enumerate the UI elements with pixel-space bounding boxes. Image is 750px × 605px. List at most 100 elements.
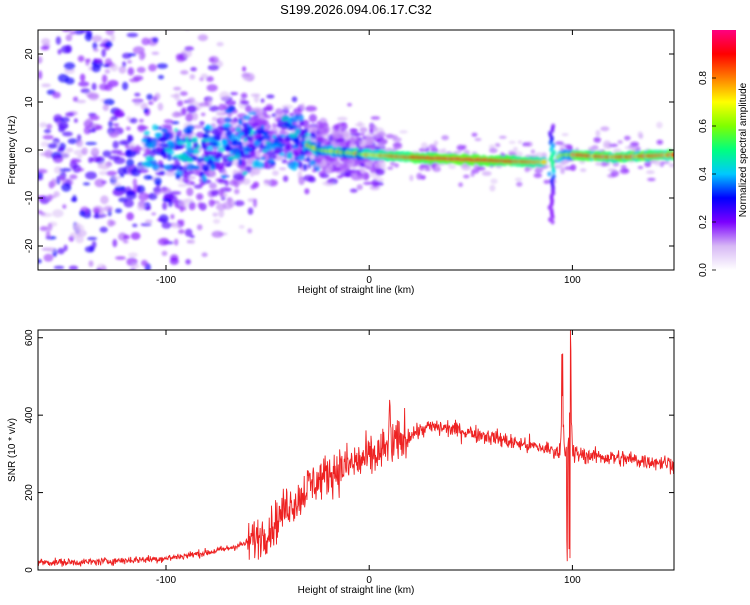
spectrogram-cell (359, 126, 368, 133)
spectrogram-cell (103, 63, 110, 68)
spectrogram-cell (336, 175, 343, 179)
y-tick-label: 400 (24, 406, 35, 423)
spectrogram-cell (525, 141, 533, 147)
spectrogram-cell (357, 175, 365, 181)
spectrogram-cell (431, 162, 436, 170)
spectrogram-cell (369, 168, 376, 173)
spectrogram-cell (184, 228, 193, 237)
spectrogram-cell (70, 197, 78, 202)
spectrogram-cell (191, 136, 198, 143)
spectrogram-cell (234, 200, 245, 207)
spectrogram-cell (138, 51, 145, 61)
spectrogram-cell (164, 147, 173, 153)
spectrogram-cell (279, 134, 287, 138)
spectrogram-cell (551, 142, 556, 148)
spectrogram-cell (48, 5, 52, 14)
spectrogram-cell (101, 48, 106, 58)
spectrogram-cell (620, 164, 627, 170)
spectrogram-cell (387, 166, 394, 170)
spectrogram-cell (136, 66, 146, 73)
spectrogram-cell (278, 167, 287, 171)
spectrogram-cell (256, 137, 265, 143)
spectrogram-cell (128, 252, 138, 258)
spectrogram-cell (305, 105, 317, 112)
spectrogram-cell (208, 199, 215, 207)
spectrogram-cell (204, 124, 213, 131)
spectrogram-cell (153, 177, 162, 185)
spectrogram-cell (83, 126, 91, 135)
chart-title: S199.2026.094.06.17.C32 (280, 2, 432, 17)
spectrogram-cell (409, 174, 414, 182)
spectrogram-cell (319, 173, 330, 179)
spectrogram-cell (140, 223, 152, 227)
spectrogram-cell (65, 44, 72, 54)
spectrogram-cell (127, 135, 134, 143)
spectrogram-cell (202, 174, 207, 182)
spectrogram-cell (308, 114, 317, 123)
spectrogram-cell (94, 290, 100, 293)
spectrogram-cell (42, 134, 54, 140)
spectrogram-cell (181, 14, 190, 19)
spectrogram-cell (448, 164, 457, 170)
spectrogram-cell (234, 188, 240, 195)
spectrogram-cell (142, 272, 153, 279)
spectrogram-cell (226, 131, 232, 136)
spectrogram-cell (113, 109, 125, 118)
spectrogram-cell (229, 92, 239, 96)
spectrogram-cell (69, 174, 78, 180)
spectrogram-cell (347, 102, 352, 107)
spectrogram-cell (418, 165, 425, 171)
spectrogram-cell (646, 170, 655, 175)
spectrogram-cell (41, 38, 51, 45)
spectrogram-cell (112, 239, 118, 248)
spectrogram-cell (45, 230, 51, 240)
spectrogram-cell (148, 63, 157, 72)
spectrogram-cell (617, 140, 623, 144)
spectrogram-cell (209, 141, 219, 147)
spectrogram-cell (153, 186, 162, 196)
spectrogram-cell (547, 171, 552, 177)
colorbar: 0.0 0.2 0.4 0.6 0.8 Normalized spectral ampl… (698, 30, 749, 277)
spectrogram-cell (107, 80, 119, 87)
spectrogram-cell (90, 287, 99, 293)
spectrogram-cell (399, 130, 408, 134)
spectrogram-cell (85, 58, 91, 63)
spectrogram-cell (100, 195, 109, 205)
spectrogram-cell (185, 27, 189, 30)
spectrogram-cell (595, 162, 603, 166)
spectrogram-cell (306, 156, 311, 162)
spectrogram-cell (227, 113, 233, 118)
spectrogram-cell (208, 182, 217, 190)
spectrogram-cell (46, 247, 57, 253)
colorbar-gradient (712, 30, 736, 270)
spectrogram-cell (253, 198, 257, 208)
spectrogram-cell (268, 153, 277, 160)
spectrogram-cell (143, 108, 148, 113)
spectrogram-cell (101, 74, 108, 84)
spectrogram-cell (198, 102, 210, 107)
spectrogram-cell (277, 119, 285, 128)
spectrogram-cell (514, 177, 523, 182)
spectrogram-cell (132, 178, 138, 187)
spectrogram-cell (128, 53, 137, 57)
spectrogram-cell (201, 252, 208, 257)
spectrogram-cell (349, 188, 358, 193)
spectrogram-cell (134, 144, 141, 154)
spectrogram-cell (168, 201, 173, 208)
spectrogram-cell (187, 175, 196, 180)
spectrogram-cell (67, 292, 77, 297)
spectrogram-cell (370, 116, 381, 120)
spectrogram-cell (152, 37, 159, 43)
spectrogram-cell (77, 55, 85, 62)
spectrogram-cell (84, 32, 93, 42)
spectrogram-cell (147, 163, 154, 167)
spectrogram-cell (334, 161, 344, 168)
spectrogram-cell (266, 94, 275, 99)
spectrogram-cell (394, 163, 399, 168)
spectrogram-cell (46, 123, 53, 130)
spectrogram-cell (110, 33, 116, 42)
spectrogram-cell (366, 132, 371, 138)
spectrogram-cell (160, 187, 172, 194)
spectrogram-cell (312, 125, 319, 133)
